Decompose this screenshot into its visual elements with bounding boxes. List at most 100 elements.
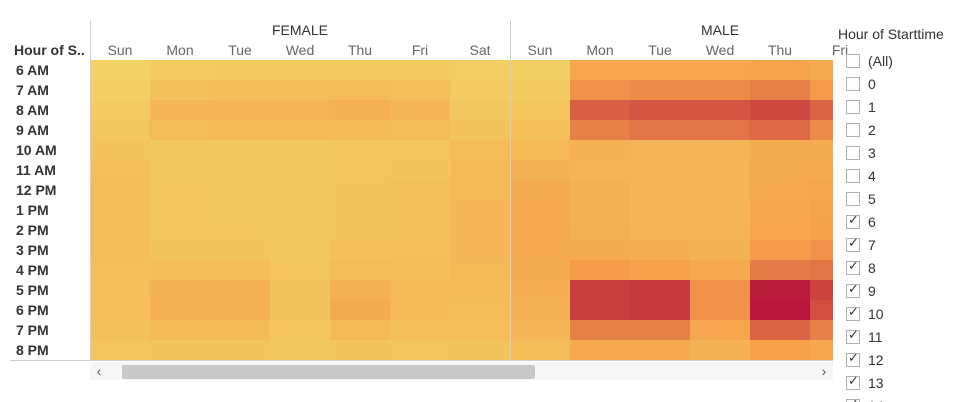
heatmap-cell[interactable] <box>390 240 450 260</box>
heatmap-cell[interactable] <box>210 240 270 260</box>
heatmap-cell[interactable] <box>210 160 270 180</box>
heatmap-cell[interactable] <box>810 280 833 300</box>
heatmap-cell[interactable] <box>570 200 630 220</box>
heatmap-cell[interactable] <box>510 340 570 360</box>
heatmap-cell[interactable] <box>210 60 270 80</box>
heatmap-cell[interactable] <box>210 340 270 360</box>
heatmap-cell[interactable] <box>90 300 150 320</box>
heatmap-cell[interactable] <box>210 220 270 240</box>
heatmap-cell[interactable] <box>150 300 210 320</box>
heatmap-cell[interactable] <box>270 320 330 340</box>
legend-item[interactable]: 5 <box>846 190 966 212</box>
heatmap-cell[interactable] <box>810 120 833 140</box>
checkbox-unchecked[interactable] <box>846 169 860 183</box>
heatmap-cell[interactable] <box>210 120 270 140</box>
heatmap-cell[interactable] <box>390 280 450 300</box>
heatmap-cell[interactable] <box>150 260 210 280</box>
checkbox-checked[interactable] <box>846 236 860 252</box>
heatmap-cell[interactable] <box>690 140 750 160</box>
legend-item[interactable]: 14 <box>846 397 966 402</box>
heatmap-cell[interactable] <box>150 80 210 100</box>
heatmap-cell[interactable] <box>330 60 390 80</box>
heatmap-cell[interactable] <box>270 120 330 140</box>
heatmap-cell[interactable] <box>450 200 510 220</box>
heatmap-cell[interactable] <box>810 160 833 180</box>
heatmap-cell[interactable] <box>630 320 690 340</box>
heatmap-cell[interactable] <box>450 80 510 100</box>
heatmap-cell[interactable] <box>330 300 390 320</box>
heatmap-cell[interactable] <box>570 180 630 200</box>
heatmap-cell[interactable] <box>90 220 150 240</box>
heatmap-cell[interactable] <box>150 320 210 340</box>
heatmap-cell[interactable] <box>750 320 810 340</box>
heatmap-cell[interactable] <box>150 160 210 180</box>
scroll-right-arrow[interactable]: › <box>821 363 827 379</box>
legend-item[interactable]: 0 <box>846 75 966 97</box>
heatmap-cell[interactable] <box>750 60 810 80</box>
legend-item[interactable]: 1 <box>846 98 966 120</box>
heatmap-cell[interactable] <box>690 200 750 220</box>
heatmap-cell[interactable] <box>690 340 750 360</box>
heatmap-cell[interactable] <box>690 160 750 180</box>
heatmap-cell[interactable] <box>390 160 450 180</box>
heatmap-cell[interactable] <box>450 340 510 360</box>
heatmap-cell[interactable] <box>450 140 510 160</box>
heatmap-cell[interactable] <box>330 340 390 360</box>
legend-item[interactable]: 9 <box>846 282 966 304</box>
legend-item[interactable]: 4 <box>846 167 966 189</box>
heatmap-cell[interactable] <box>90 120 150 140</box>
heatmap-cell[interactable] <box>450 120 510 140</box>
checkbox-unchecked[interactable] <box>846 77 860 91</box>
heatmap-cell[interactable] <box>270 200 330 220</box>
heatmap-cell[interactable] <box>750 120 810 140</box>
heatmap-cell[interactable] <box>750 240 810 260</box>
heatmap-cell[interactable] <box>570 260 630 280</box>
heatmap-cell[interactable] <box>90 60 150 80</box>
heatmap-cell[interactable] <box>90 320 150 340</box>
heatmap-cell[interactable] <box>150 100 210 120</box>
legend-item[interactable]: (All) <box>846 52 966 74</box>
heatmap-cell[interactable] <box>90 200 150 220</box>
heatmap-cell[interactable] <box>570 280 630 300</box>
checkbox-checked[interactable] <box>846 397 860 402</box>
legend-item[interactable]: 12 <box>846 351 966 373</box>
heatmap-cell[interactable] <box>510 320 570 340</box>
heatmap-cell[interactable] <box>510 240 570 260</box>
heatmap-cell[interactable] <box>270 140 330 160</box>
heatmap-cell[interactable] <box>810 300 833 320</box>
heatmap-cell[interactable] <box>810 140 833 160</box>
legend-item[interactable]: 3 <box>846 144 966 166</box>
checkbox-unchecked[interactable] <box>846 54 860 68</box>
heatmap-cell[interactable] <box>630 280 690 300</box>
heatmap-cell[interactable] <box>90 80 150 100</box>
legend-item[interactable]: 13 <box>846 374 966 396</box>
heatmap-cell[interactable] <box>570 100 630 120</box>
heatmap-cell[interactable] <box>330 240 390 260</box>
heatmap-cell[interactable] <box>630 100 690 120</box>
heatmap-cell[interactable] <box>810 80 833 100</box>
heatmap-cell[interactable] <box>330 140 390 160</box>
heatmap-cell[interactable] <box>810 320 833 340</box>
heatmap-cell[interactable] <box>510 200 570 220</box>
heatmap-cell[interactable] <box>390 140 450 160</box>
heatmap-cell[interactable] <box>630 200 690 220</box>
heatmap-cell[interactable] <box>450 280 510 300</box>
legend-item[interactable]: 11 <box>846 328 966 350</box>
heatmap-cell[interactable] <box>150 140 210 160</box>
heatmap-cell[interactable] <box>210 200 270 220</box>
checkbox-checked[interactable] <box>846 305 860 321</box>
heatmap-cell[interactable] <box>150 60 210 80</box>
checkbox-checked[interactable] <box>846 351 860 367</box>
heatmap-cell[interactable] <box>90 280 150 300</box>
heatmap-cell[interactable] <box>390 320 450 340</box>
heatmap-cell[interactable] <box>510 260 570 280</box>
heatmap-cell[interactable] <box>810 60 833 80</box>
heatmap-cell[interactable] <box>690 220 750 240</box>
checkbox-checked[interactable] <box>846 282 860 298</box>
heatmap-cell[interactable] <box>330 200 390 220</box>
heatmap-cell[interactable] <box>630 80 690 100</box>
heatmap-cell[interactable] <box>90 100 150 120</box>
heatmap-cell[interactable] <box>570 140 630 160</box>
heatmap-cell[interactable] <box>510 100 570 120</box>
heatmap-cell[interactable] <box>750 340 810 360</box>
